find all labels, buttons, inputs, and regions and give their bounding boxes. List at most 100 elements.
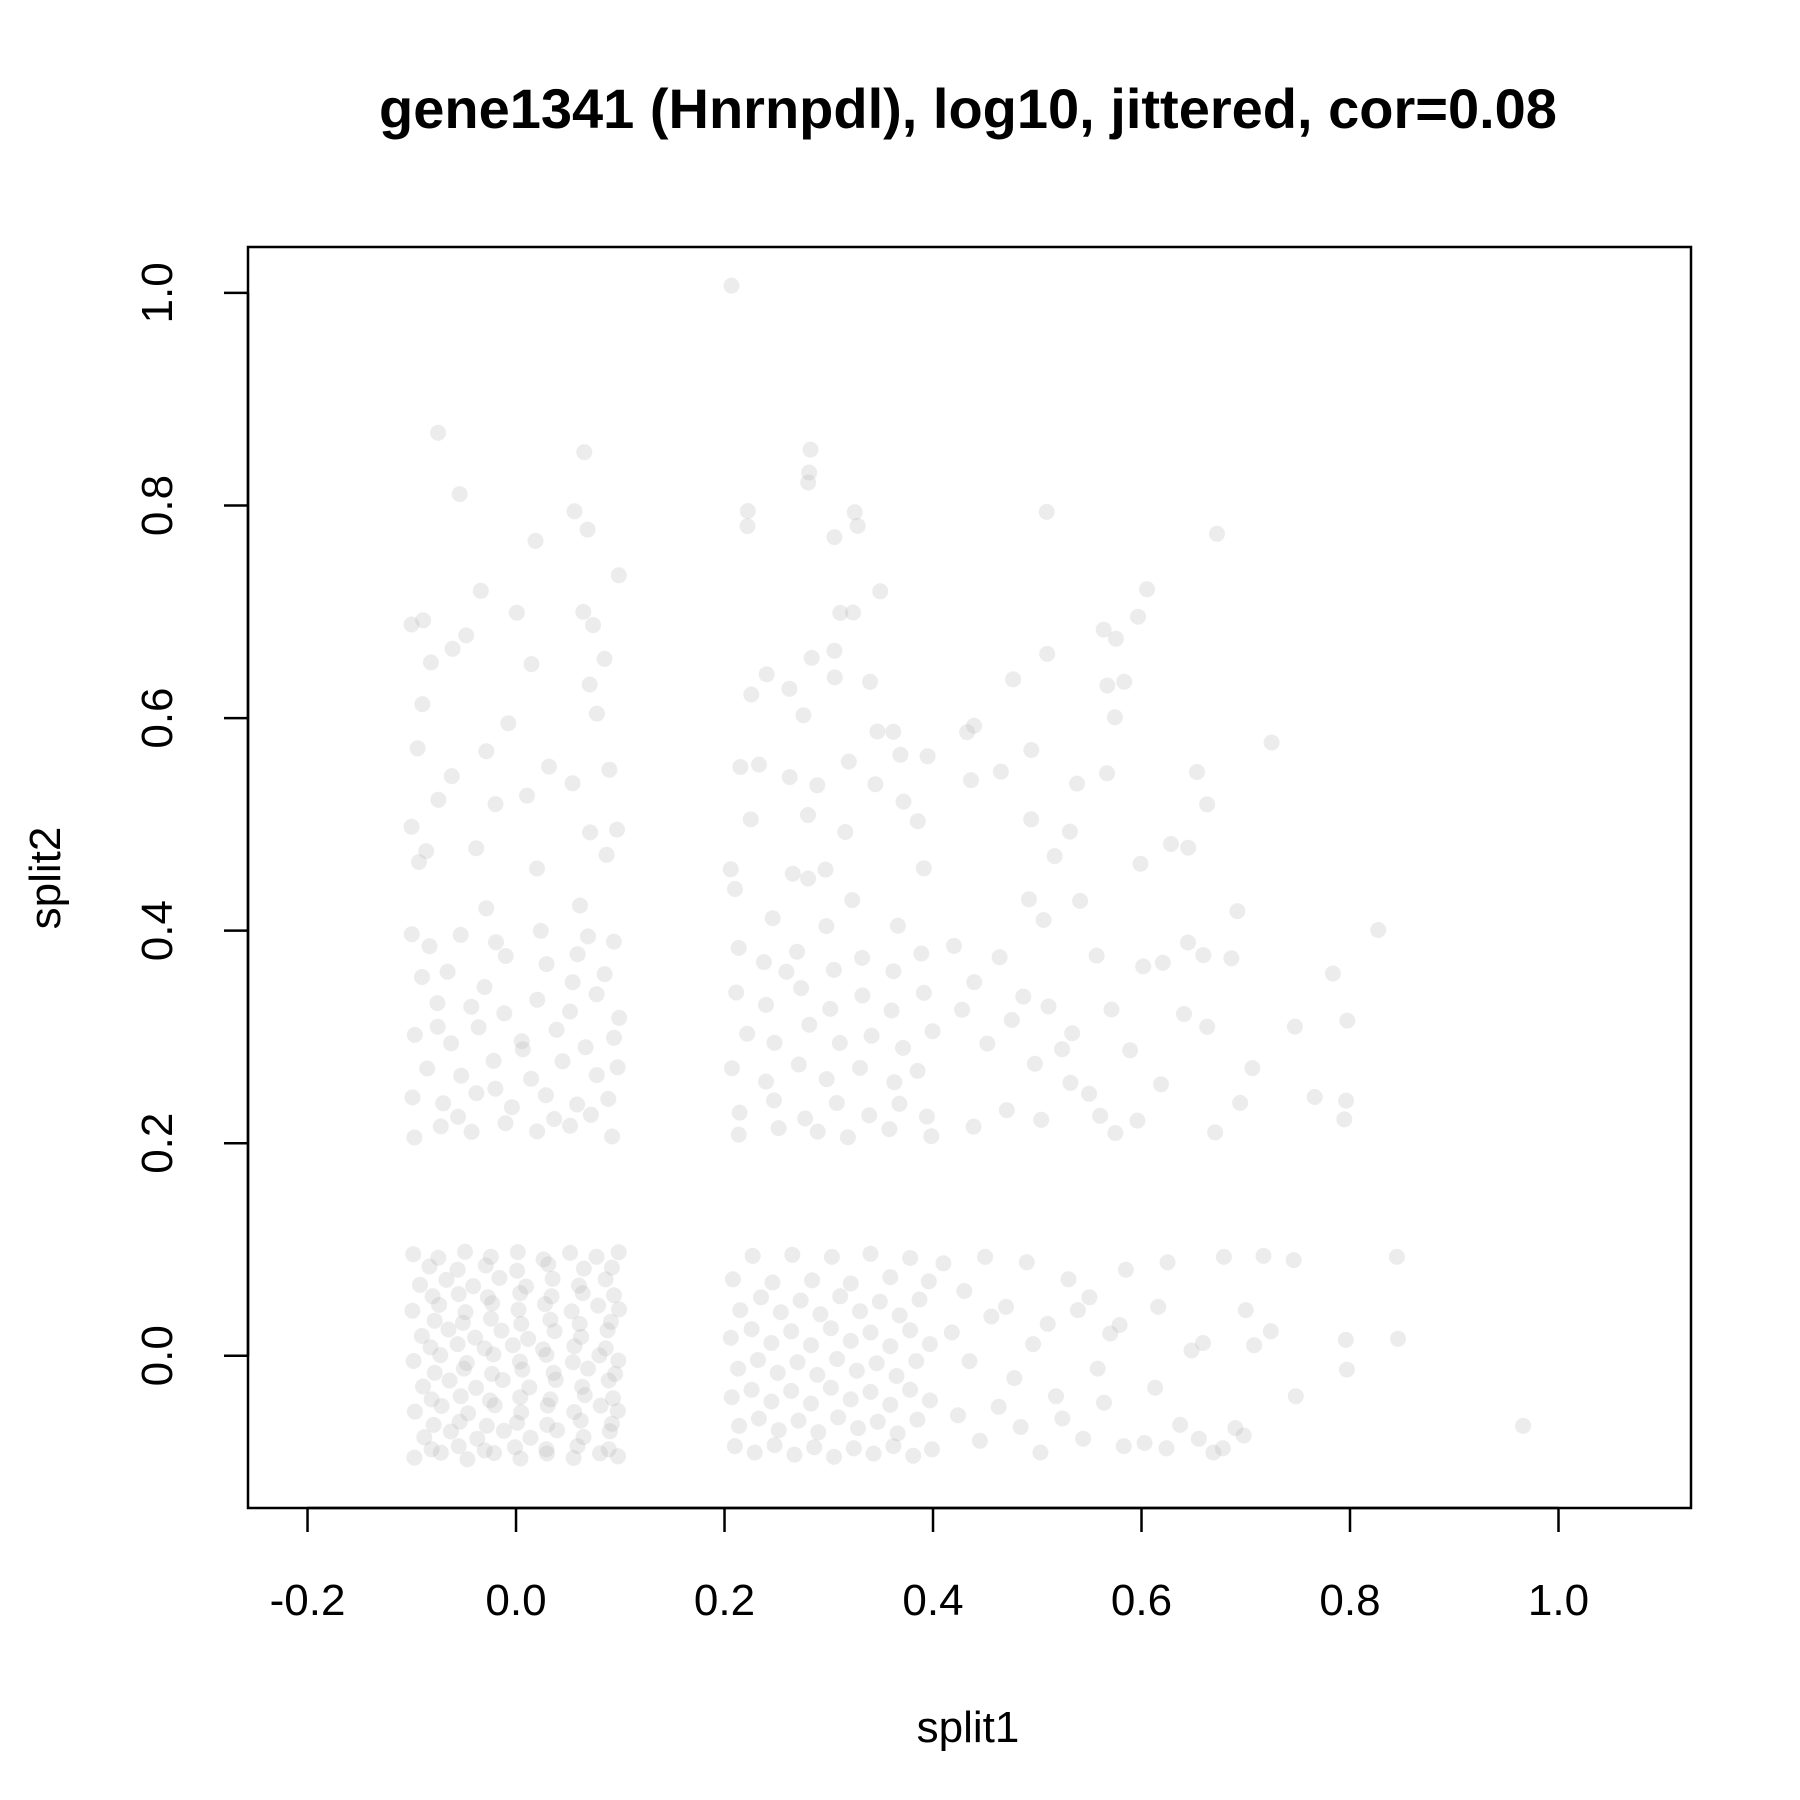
data-point	[529, 991, 546, 1008]
data-point	[784, 865, 801, 882]
data-point	[1081, 1085, 1098, 1102]
data-point	[954, 1001, 971, 1018]
data-point	[1095, 621, 1112, 638]
data-point	[585, 617, 602, 634]
data-point	[786, 1446, 803, 1463]
data-point	[406, 1403, 423, 1420]
data-point	[983, 1308, 1000, 1325]
data-point	[596, 650, 613, 667]
data-point	[610, 1448, 626, 1465]
data-point	[889, 1425, 906, 1442]
data-point	[504, 1337, 521, 1354]
data-point	[809, 1366, 826, 1383]
data-point	[882, 1396, 899, 1413]
data-point	[422, 654, 439, 671]
data-point	[770, 1422, 787, 1439]
data-point	[599, 1322, 616, 1339]
data-point	[418, 843, 435, 860]
data-point	[477, 1257, 494, 1274]
data-point	[444, 640, 461, 657]
data-point	[1117, 1261, 1134, 1278]
data-point	[789, 1354, 806, 1371]
data-point	[950, 1407, 966, 1424]
data-point	[837, 824, 854, 840]
x-tick-label: 1.0	[1528, 1576, 1589, 1625]
data-point	[1116, 673, 1133, 690]
data-point	[576, 1387, 593, 1404]
data-point	[918, 1108, 935, 1125]
data-point	[532, 922, 549, 939]
data-point	[454, 1314, 471, 1331]
data-point	[588, 986, 605, 1003]
data-point	[458, 1355, 475, 1371]
data-point	[538, 956, 555, 973]
data-point	[432, 1347, 449, 1364]
y-tick-label: 0.6	[133, 687, 182, 748]
data-point	[924, 1023, 941, 1040]
data-point	[452, 926, 469, 943]
data-point	[885, 1438, 902, 1455]
data-point	[826, 1448, 842, 1465]
data-point	[1048, 1388, 1064, 1405]
data-point	[882, 1269, 899, 1286]
data-point	[1062, 1074, 1079, 1091]
y-tick-label: 0.2	[133, 1113, 182, 1174]
data-point	[460, 1405, 477, 1422]
data-point	[1038, 503, 1055, 520]
data-point	[1159, 1254, 1176, 1271]
data-point	[431, 1296, 448, 1313]
data-point	[908, 1353, 925, 1370]
data-point	[478, 743, 495, 760]
data-point	[1390, 1330, 1406, 1347]
x-axis: -0.2 0.0 0.2 0.4 0.6 0.8 1.0	[270, 1506, 1589, 1625]
data-point	[482, 1392, 498, 1409]
data-point	[1195, 1335, 1211, 1351]
data-point	[1075, 1430, 1092, 1447]
data-point	[764, 1274, 781, 1291]
data-point	[487, 796, 504, 813]
data-point	[1237, 1302, 1254, 1319]
data-point	[812, 1306, 829, 1323]
data-point	[580, 928, 596, 945]
data-point	[441, 1372, 458, 1389]
data-point	[902, 1322, 919, 1339]
data-point	[888, 1368, 905, 1384]
data-point	[728, 984, 745, 1001]
data-point	[547, 1371, 564, 1388]
data-point	[739, 503, 756, 519]
data-point	[538, 1346, 555, 1363]
x-axis-label: split1	[917, 1703, 1020, 1752]
data-point	[538, 1441, 555, 1458]
data-point	[990, 1398, 1007, 1415]
data-point	[415, 1378, 431, 1395]
data-point	[889, 917, 906, 934]
data-point	[909, 813, 926, 830]
data-point	[1081, 1289, 1098, 1306]
data-point	[846, 504, 863, 521]
x-tick-label: 0.0	[485, 1576, 546, 1625]
data-point	[604, 1128, 621, 1145]
data-point	[577, 1039, 594, 1056]
data-point	[1154, 954, 1171, 971]
data-point	[828, 1095, 845, 1111]
data-point	[450, 1438, 467, 1455]
data-point	[935, 1255, 952, 1272]
chart-title: gene1341 (Hnrnpdl), log10, jittered, cor…	[379, 77, 1557, 140]
data-point	[509, 1414, 526, 1431]
data-point	[433, 1398, 450, 1414]
data-point	[822, 1379, 839, 1396]
data-point	[822, 1320, 839, 1337]
data-point	[430, 1249, 447, 1266]
data-point	[763, 1335, 780, 1351]
x-tick-label: 0.8	[1319, 1576, 1380, 1625]
data-point	[451, 486, 468, 503]
data-point	[845, 604, 861, 621]
data-point	[1180, 839, 1197, 856]
data-point	[755, 954, 772, 971]
data-point	[1255, 1247, 1272, 1264]
data-point	[1338, 1092, 1355, 1109]
data-point	[1132, 855, 1149, 872]
data-point	[566, 1404, 583, 1420]
data-point	[1153, 1076, 1169, 1093]
